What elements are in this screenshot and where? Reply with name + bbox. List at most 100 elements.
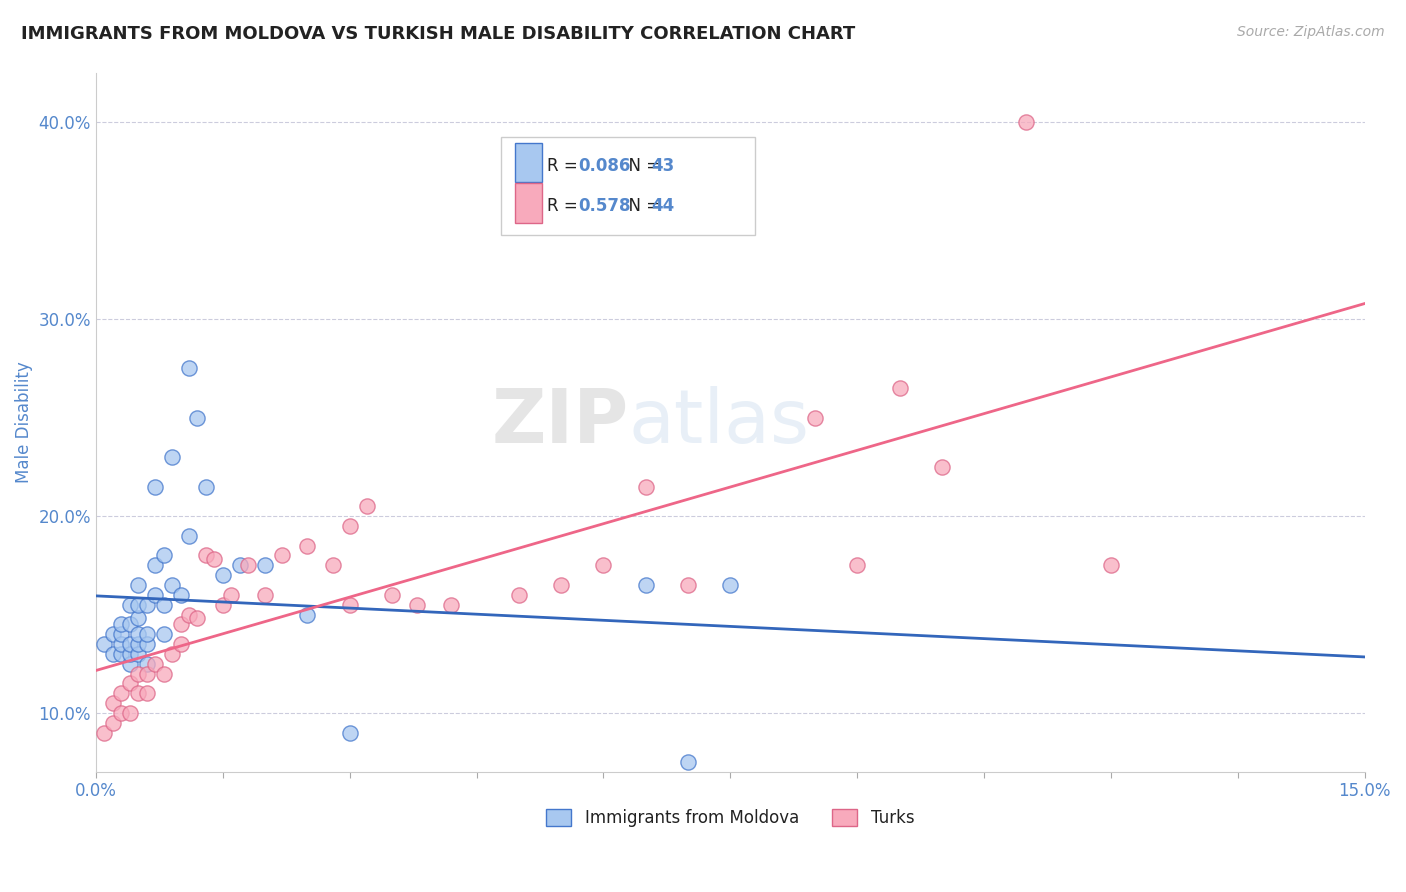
Point — [110, 647, 132, 661]
Point — [186, 410, 208, 425]
Y-axis label: Male Disability: Male Disability — [15, 361, 32, 483]
Point — [339, 519, 361, 533]
Point — [127, 666, 149, 681]
Point — [186, 611, 208, 625]
Point — [143, 558, 166, 573]
Point — [211, 598, 233, 612]
Point — [440, 598, 463, 612]
Point — [118, 647, 141, 661]
Point — [110, 627, 132, 641]
Text: R =: R = — [547, 196, 583, 215]
Text: IMMIGRANTS FROM MOLDOVA VS TURKISH MALE DISABILITY CORRELATION CHART: IMMIGRANTS FROM MOLDOVA VS TURKISH MALE … — [21, 25, 855, 43]
Point — [160, 647, 183, 661]
Point — [118, 706, 141, 720]
Point — [160, 450, 183, 464]
Point — [718, 578, 741, 592]
Point — [202, 552, 225, 566]
Point — [676, 578, 699, 592]
Text: ZIP: ZIP — [492, 386, 628, 459]
Point — [406, 598, 429, 612]
Point — [135, 598, 157, 612]
Point — [211, 568, 233, 582]
Point — [135, 637, 157, 651]
Point — [169, 637, 191, 651]
Point — [127, 578, 149, 592]
Point — [592, 558, 614, 573]
Point — [339, 725, 361, 739]
Point — [127, 647, 149, 661]
Point — [101, 647, 124, 661]
Point — [634, 578, 657, 592]
Point — [152, 627, 174, 641]
Point — [127, 627, 149, 641]
Point — [177, 529, 200, 543]
Point — [152, 549, 174, 563]
Point — [846, 558, 869, 573]
Point — [101, 627, 124, 641]
Point — [889, 381, 911, 395]
Point — [118, 676, 141, 690]
Point — [110, 637, 132, 651]
Point — [297, 539, 319, 553]
Point — [135, 666, 157, 681]
Point — [676, 755, 699, 769]
Point — [135, 657, 157, 671]
Point — [1099, 558, 1122, 573]
Point — [127, 611, 149, 625]
Text: 43: 43 — [651, 157, 673, 176]
Point — [322, 558, 344, 573]
Point — [152, 666, 174, 681]
Point — [160, 578, 183, 592]
Point — [804, 410, 827, 425]
Point — [110, 706, 132, 720]
Point — [118, 617, 141, 632]
Point — [101, 715, 124, 730]
Point — [110, 686, 132, 700]
Point — [271, 549, 294, 563]
Point — [143, 657, 166, 671]
Point — [110, 617, 132, 632]
Point — [550, 578, 572, 592]
Point — [101, 696, 124, 710]
Point — [118, 637, 141, 651]
Point — [135, 627, 157, 641]
Point — [127, 686, 149, 700]
Point — [634, 479, 657, 493]
Text: N =: N = — [619, 196, 665, 215]
Point — [127, 637, 149, 651]
Point — [93, 637, 115, 651]
Point — [143, 479, 166, 493]
Text: Source: ZipAtlas.com: Source: ZipAtlas.com — [1237, 25, 1385, 39]
Point — [169, 588, 191, 602]
Text: N =: N = — [619, 157, 665, 176]
Point — [228, 558, 250, 573]
Text: 0.578: 0.578 — [578, 196, 630, 215]
Text: atlas: atlas — [628, 386, 810, 459]
Point — [118, 598, 141, 612]
Point — [254, 588, 277, 602]
Point — [194, 479, 217, 493]
Text: 44: 44 — [651, 196, 673, 215]
Point — [339, 598, 361, 612]
Point — [194, 549, 217, 563]
Text: R =: R = — [547, 157, 583, 176]
Point — [931, 459, 953, 474]
Point — [297, 607, 319, 622]
Point — [169, 617, 191, 632]
Point — [143, 588, 166, 602]
Point — [152, 598, 174, 612]
Point — [93, 725, 115, 739]
Point — [118, 657, 141, 671]
Point — [127, 598, 149, 612]
Point — [508, 588, 530, 602]
Point — [1015, 115, 1038, 129]
Point — [238, 558, 260, 573]
Point — [177, 607, 200, 622]
Point — [177, 361, 200, 376]
Text: 0.086: 0.086 — [578, 157, 630, 176]
Point — [381, 588, 404, 602]
Legend: Immigrants from Moldova, Turks: Immigrants from Moldova, Turks — [540, 802, 921, 834]
Point — [356, 499, 378, 513]
Point — [219, 588, 242, 602]
Point — [254, 558, 277, 573]
